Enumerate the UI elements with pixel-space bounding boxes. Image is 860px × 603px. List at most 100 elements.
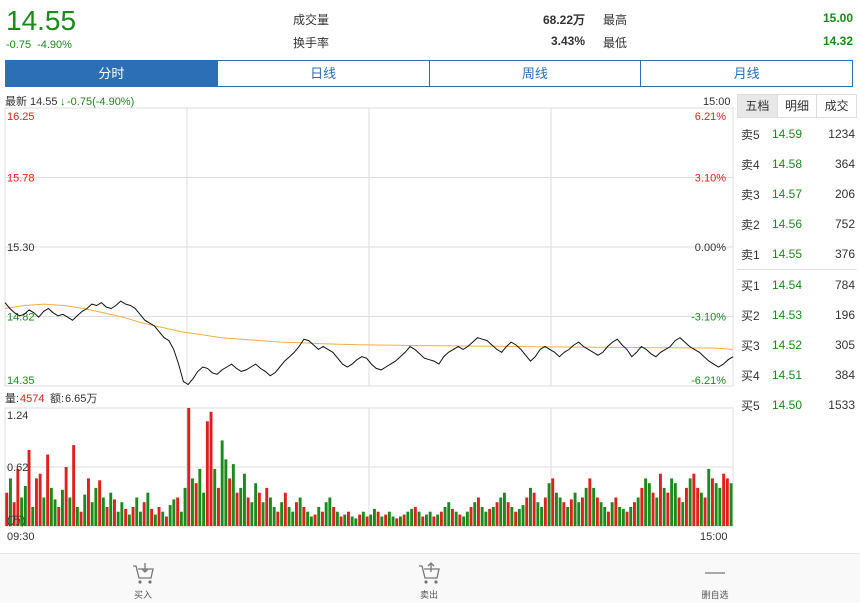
time-start: 09:30	[7, 531, 35, 543]
ask-row[interactable]: 卖4 14.58 364	[737, 149, 857, 179]
volume-bar	[636, 497, 640, 526]
volume-bar	[361, 511, 365, 526]
bid-volume: 784	[834, 278, 855, 292]
volume-bar	[339, 516, 343, 526]
volume-bar	[703, 497, 707, 526]
bid-level-label: 买3	[741, 338, 760, 353]
volume-bar	[98, 480, 102, 526]
volume-bar	[659, 473, 662, 526]
volume-bar	[625, 511, 629, 526]
tab-trades[interactable]: 成交	[824, 99, 849, 113]
price-line	[4, 300, 734, 386]
change-pct: -4.90%	[37, 39, 72, 51]
volume-bar	[116, 511, 120, 526]
bid-row[interactable]: 买1 14.54 784	[737, 270, 857, 300]
volume-bar	[558, 497, 562, 526]
remove-watchlist-button[interactable]: 删自选	[685, 560, 745, 601]
volume-bar	[399, 516, 402, 526]
bid-row[interactable]: 买5 14.50 1533	[737, 390, 857, 420]
high-value: 15.00	[822, 11, 853, 25]
tab-details[interactable]: 明细	[778, 95, 818, 117]
tab-five-levels[interactable]: 五档	[738, 95, 778, 117]
chart-tabs: 分时 日线 周线 月线	[5, 60, 853, 87]
volume-bar	[202, 492, 206, 526]
volume-bar	[425, 514, 428, 526]
volume-bar	[157, 507, 161, 526]
tab-monthly[interactable]: 月线	[641, 61, 852, 86]
bid-row[interactable]: 买3 14.52 305	[737, 330, 857, 360]
bid-row[interactable]: 买4 14.51 384	[737, 360, 857, 390]
ask-price: 14.59	[771, 127, 803, 141]
high-label: 最高	[603, 13, 628, 27]
volume-bar	[469, 507, 473, 526]
bid-row[interactable]: 买2 14.53 196	[737, 300, 857, 330]
volume-bar	[640, 487, 644, 526]
volume-bar	[421, 516, 425, 526]
volume-bar	[265, 487, 269, 526]
volume-bar	[529, 487, 532, 526]
volume-bar	[477, 497, 480, 526]
volume-bar	[581, 497, 584, 526]
volume-bar	[465, 511, 469, 526]
current-price: 14.55	[6, 5, 77, 36]
volume-bar	[436, 514, 440, 526]
volume-bar	[287, 507, 291, 526]
volume-bar	[243, 473, 246, 526]
volume-bar	[677, 497, 681, 526]
minus-icon	[685, 560, 745, 588]
volume-bar	[607, 511, 610, 526]
tab-weekly[interactable]: 周线	[429, 61, 642, 86]
bid-volume: 1533	[828, 398, 855, 412]
volume-bar	[577, 502, 581, 526]
volume-bar	[410, 508, 414, 526]
volume-bar	[428, 511, 432, 526]
volume-bar	[651, 492, 655, 526]
volume-bar	[90, 502, 94, 526]
latest-label: 最新	[5, 94, 27, 108]
volume-bar	[480, 507, 484, 526]
volume-bar	[536, 502, 540, 526]
price-axis: 16.25 15.78 15.30 14.82 14.35	[7, 111, 35, 387]
volume-bar	[179, 511, 183, 526]
orderbook-panel: 五档 明细 成交 卖5 14.59 1234 卖4 14.58 364 卖3 14.57 206…	[737, 94, 857, 424]
volume-bar	[250, 502, 254, 526]
tab-intraday[interactable]: 分时	[6, 61, 218, 86]
volume-bar	[569, 499, 573, 526]
volume-bar	[473, 502, 477, 526]
volume-bar	[491, 507, 495, 526]
volume-bar	[38, 473, 42, 526]
volume-bar	[313, 514, 317, 526]
volume-bar	[350, 516, 354, 526]
time-end-top: 15:00	[703, 96, 731, 108]
volume-bar	[205, 421, 209, 526]
ask-row[interactable]: 卖2 14.56 752	[737, 209, 857, 239]
volume-bar	[75, 507, 79, 526]
volume-bar	[105, 507, 109, 526]
volume-bar	[417, 511, 421, 526]
ask-row[interactable]: 卖1 14.55 376	[737, 239, 857, 269]
volume-bar	[395, 518, 399, 526]
volume-bar	[298, 497, 302, 526]
volume-bar	[224, 459, 228, 526]
ask-row[interactable]: 卖3 14.57 206	[737, 179, 857, 209]
bid-list: 买1 14.54 784 买2 14.53 196 买3 14.52 305 买4 14.51 384…	[737, 270, 857, 420]
volume-bar	[621, 508, 625, 526]
bid-level-label: 买2	[741, 308, 760, 323]
volume-bar	[291, 511, 295, 526]
volume-bar	[335, 511, 339, 526]
volume-bar	[27, 449, 31, 526]
volume-bar	[696, 487, 700, 526]
volume-bar	[369, 514, 373, 526]
bid-price: 14.50	[771, 398, 803, 412]
chart-grid	[4, 107, 734, 527]
tab-daily[interactable]: 日线	[217, 61, 430, 86]
volume-bar	[328, 497, 332, 526]
bid-level-label: 买5	[741, 398, 760, 413]
ask-row[interactable]: 卖5 14.59 1234	[737, 119, 857, 149]
sell-button[interactable]: 卖出	[399, 560, 459, 601]
side-tabs: 五档 明细 成交	[737, 94, 857, 118]
volume-bar	[521, 505, 525, 526]
volume-bar	[94, 487, 98, 526]
buy-button[interactable]: 买入	[113, 560, 173, 601]
volume-bar	[109, 492, 113, 526]
